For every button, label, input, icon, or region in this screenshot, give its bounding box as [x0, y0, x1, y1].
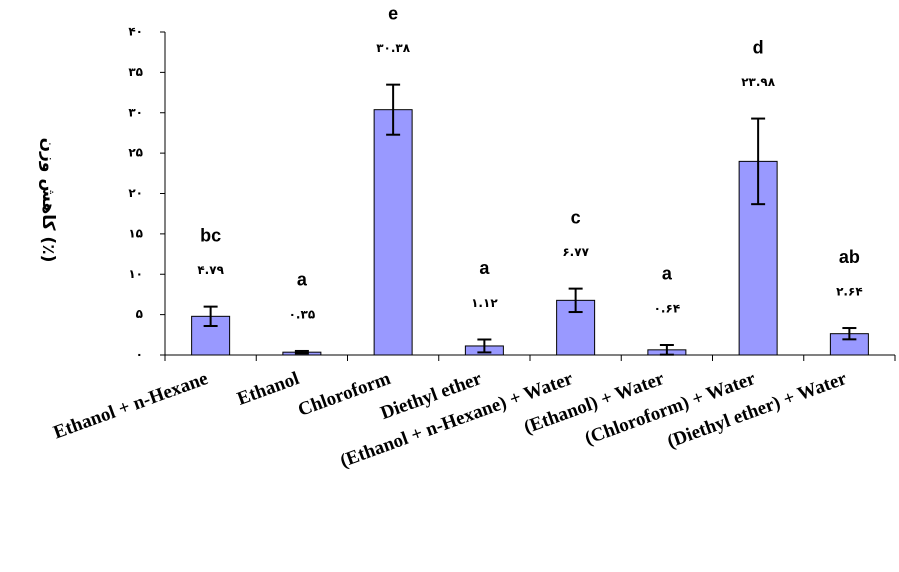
value-label: ۰.۶۴ [654, 301, 681, 315]
significance-label: a [297, 270, 308, 290]
value-label: ۲.۶۴ [836, 285, 863, 299]
x-tick-label: Chloroform [295, 368, 393, 421]
y-tick-label: ۰ [136, 348, 143, 362]
value-label: ۴.۷۹ [197, 263, 224, 277]
value-label: ۶.۷۷ [562, 245, 589, 259]
value-label: ۱.۱۲ [471, 296, 498, 310]
significance-label: e [388, 3, 398, 23]
significance-label: ab [839, 247, 860, 267]
value-label: ۳۰.۳۸ [376, 41, 411, 55]
y-tick-label: ۳۰ [128, 105, 143, 119]
y-tick-label: ۱۵ [128, 226, 143, 240]
y-tick-label: ۲۰ [128, 186, 143, 200]
y-tick-label: ۲۵ [128, 146, 143, 160]
bar [373, 109, 413, 356]
value-label: ۲۳.۹۸ [741, 75, 776, 89]
significance-label: a [662, 264, 673, 284]
significance-label: c [571, 207, 581, 227]
significance-label: d [753, 37, 764, 57]
x-tick-label: Ethanol + n-Hexane [51, 368, 211, 443]
y-tick-label: ۳۵ [128, 65, 143, 79]
significance-label: a [479, 258, 490, 278]
y-tick-label: ۵ [136, 307, 143, 321]
value-label: ۰.۳۵ [289, 307, 316, 321]
significance-label: bc [200, 225, 221, 245]
y-tick-label: ۱۰ [128, 267, 143, 281]
y-axis-label: کاهش وزن (٪) [38, 138, 58, 263]
y-tick-label: ۴۰ [128, 25, 143, 39]
x-tick-label: Ethanol [234, 368, 302, 410]
